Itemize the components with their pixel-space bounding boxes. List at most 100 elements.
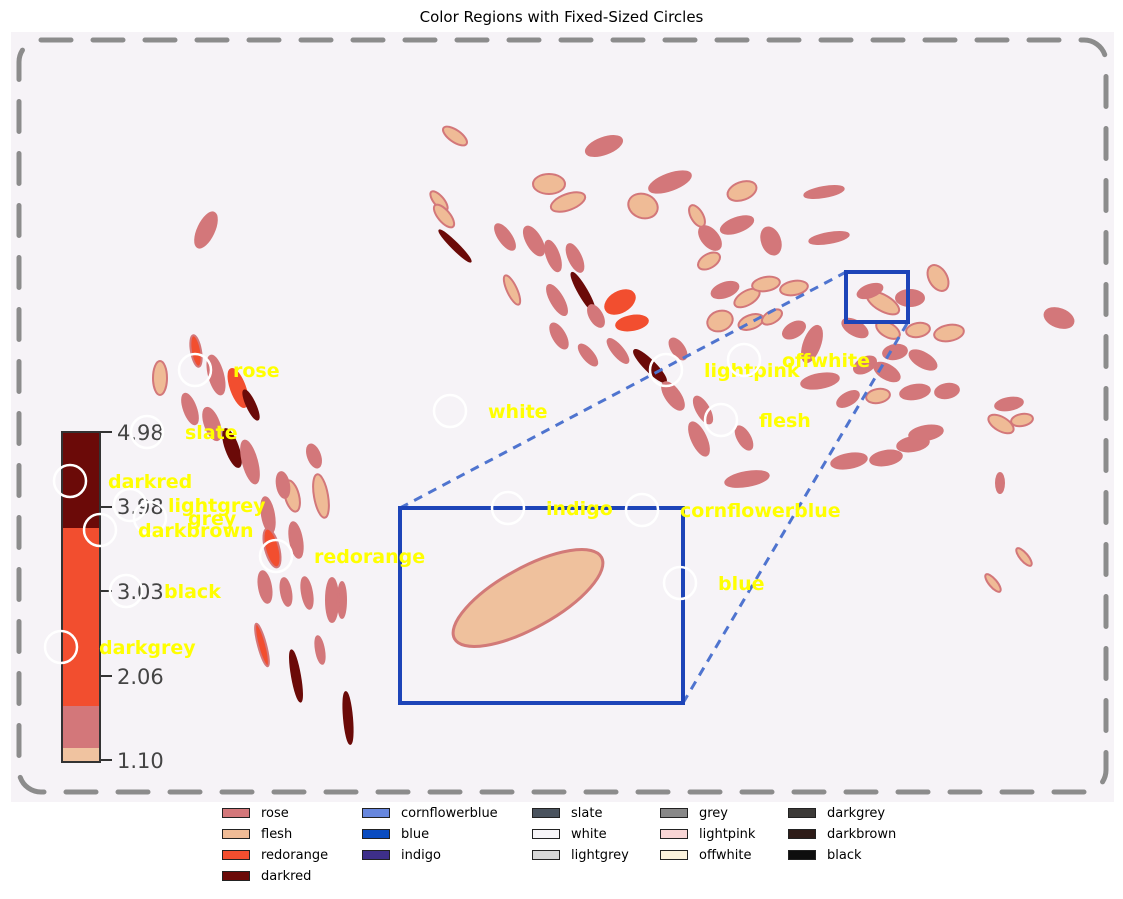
cell-ellipse [724,470,770,488]
circle-flesh [703,402,739,438]
cell-ellipse [697,251,721,271]
legend-swatch [660,829,688,839]
cell-ellipse [546,283,568,317]
legend-label: grey [699,805,729,821]
cell-ellipse [240,439,260,485]
legend-item-rose: rose [222,803,289,823]
legend-swatch [532,829,560,839]
legend-label: offwhite [699,847,752,863]
cell-ellipse [1015,547,1033,567]
colorbar-band-rose [62,706,100,748]
circle-label-indigo: indigo [546,498,613,520]
cell-ellipse [627,192,659,220]
cell-ellipse [926,264,950,292]
legend-label: lightpink [699,826,756,842]
cell-ellipse [760,226,782,256]
cell-ellipse [300,576,314,610]
cell-ellipse [710,280,740,300]
cell-ellipse [698,225,722,251]
dashed-frame [16,37,1109,795]
zoom-connector-line [399,270,847,510]
cell-ellipse [908,424,944,442]
cell-ellipse [856,282,884,300]
cell-ellipse [257,570,273,604]
cell-ellipse [719,215,755,235]
cell-ellipse [442,125,468,147]
zoom-inset-cell [451,548,605,648]
cell-ellipse [1043,307,1075,329]
cell-ellipse [604,289,636,315]
legend-item-slate: slate [532,803,602,823]
cell-ellipse [152,360,168,396]
cell-ellipse [830,452,868,470]
cell-ellipse [995,472,1005,494]
legend-swatch [788,808,816,818]
circle-label-slate: slate [185,422,238,444]
cell-ellipse [905,321,931,339]
circle-redorange [258,538,294,574]
legend-item-cornflowerblue: cornflowerblue [362,803,498,823]
cell-ellipse [934,382,960,400]
colorbar-tick-label: 2.06 [117,665,164,689]
cell-ellipse [800,372,840,390]
cell-ellipse [337,581,347,619]
legend-item-indigo: indigo [362,845,441,865]
colorbar-band-flesh [62,748,100,762]
legend-label: darkred [261,868,312,884]
legend: rose flesh redorange darkred cornflowerblue b… [222,803,942,893]
cell-ellipse [836,390,860,408]
circle-label-lightgrey: lightgrey [168,495,266,517]
colorbar-band-darkred [62,432,100,528]
circle-indigo [490,490,526,526]
legend-item-flesh: flesh [222,824,292,844]
colorbar-tick-label: 3.98 [117,495,164,519]
colorbar: 4.98 3.98 3.03 2.06 1.10 [61,421,164,773]
cell-ellipse [808,230,850,246]
legend-swatch [222,808,250,818]
cell-ellipse [202,406,222,442]
cell-ellipse [227,368,249,408]
cell-ellipse [994,396,1024,412]
cell-ellipse [648,170,692,194]
cell-ellipse [801,324,823,364]
legend-label: cornflowerblue [401,805,498,821]
cell-ellipse [565,243,585,273]
cell-ellipse [189,334,203,368]
cell-ellipse [262,527,282,569]
circle-darkbrown [82,512,118,548]
legend-label: slate [571,805,603,821]
legend-swatch [532,850,560,860]
cell-ellipse [544,239,562,273]
cell-ellipse [933,323,965,343]
colorbar-tick-label: 4.98 [117,421,164,445]
circle-label-flesh: flesh [759,410,811,432]
cell-ellipse [242,389,260,421]
cell-ellipse [908,349,938,371]
circle-grey [132,500,168,536]
cell-ellipse [803,184,845,200]
legend-swatch [788,829,816,839]
cell-ellipse [438,229,472,263]
cell-ellipse [222,428,242,468]
legend-swatch [222,871,250,881]
legend-swatch [222,850,250,860]
circle-label-white: white [488,401,548,423]
legend-item-lightgrey: lightgrey [532,845,629,865]
circle-darkred [52,463,88,499]
legend-item-white: white [532,824,607,844]
legend-swatch [660,808,688,818]
circle-label-rose: rose [233,360,280,382]
cell-ellipse [587,304,605,328]
circle-label-blue: blue [718,573,765,595]
cell-ellipse [987,413,1015,435]
legend-item-offwhite: offwhite [660,845,752,865]
circle-blue [662,565,698,601]
legend-item-darkred: darkred [222,866,311,886]
legend-item-lightpink: lightpink [660,824,755,844]
circle-label-black: black [164,581,221,603]
legend-label: blue [401,826,430,842]
circle-label-offwhite: offwhite [782,350,870,372]
circle-offwhite [726,342,762,378]
